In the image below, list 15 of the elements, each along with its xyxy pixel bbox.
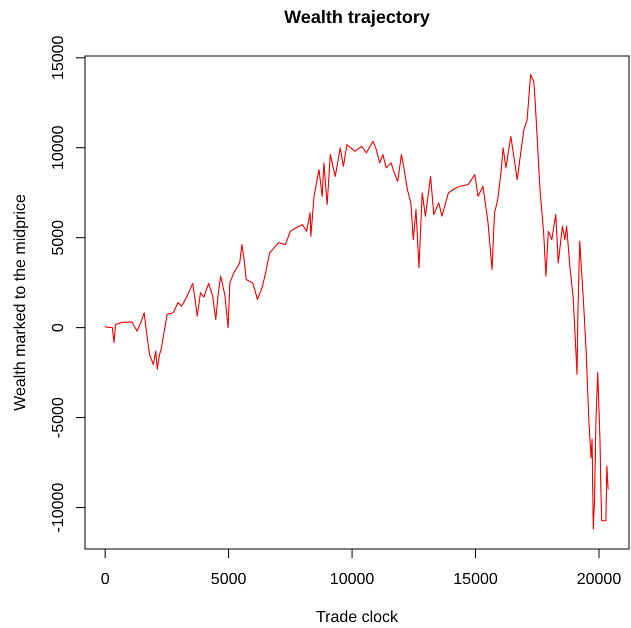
x-tick-label: 20000 — [576, 571, 622, 588]
y-tick-label: -10000 — [50, 482, 67, 533]
y-tick-label: -5000 — [50, 397, 67, 438]
y-tick-label: 5000 — [50, 220, 67, 256]
y-tick-label: 0 — [50, 323, 67, 332]
x-tick-label: 15000 — [453, 571, 498, 588]
x-tick-label: 0 — [100, 571, 110, 588]
y-axis-title: Wealth marked to the midprice — [12, 194, 29, 411]
chart-title: Wealth trajectory — [284, 7, 430, 27]
x-tick-label: 10000 — [330, 571, 374, 588]
line-series — [104, 74, 609, 530]
x-axis-title: Trade clock — [316, 609, 400, 626]
x-tick-label: 5000 — [210, 571, 247, 588]
y-tick-label: 15000 — [50, 35, 67, 80]
y-tick-label: 10000 — [50, 125, 67, 170]
